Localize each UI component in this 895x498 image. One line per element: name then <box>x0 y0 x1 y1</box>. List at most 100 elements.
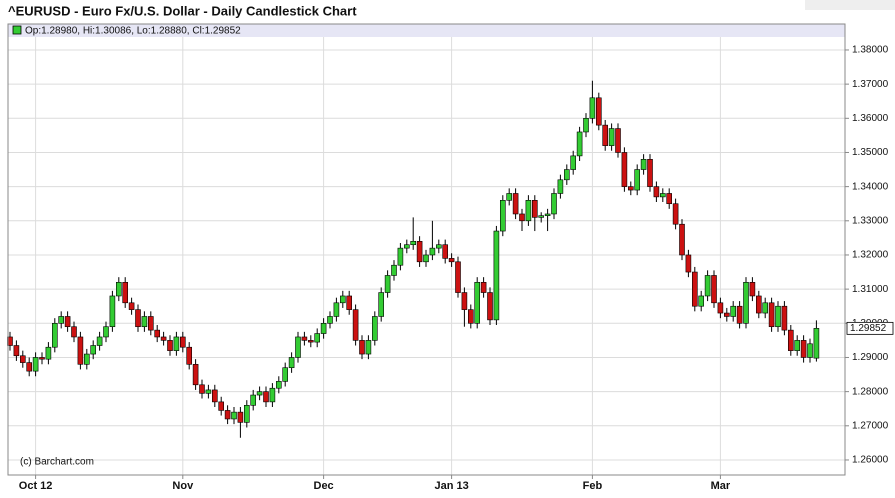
candle-body <box>787 329 794 351</box>
x-tick-label: Nov <box>172 480 194 492</box>
candle-body <box>45 346 52 360</box>
candle-body <box>557 179 564 194</box>
candle-body <box>679 223 685 256</box>
candle-body <box>263 391 269 403</box>
candle-body <box>474 281 481 324</box>
candle-body <box>647 159 653 187</box>
candle-body <box>519 213 525 222</box>
y-tick-label: 1.28000 <box>852 386 889 397</box>
candle-body <box>544 213 551 216</box>
candle-body <box>691 271 698 307</box>
x-tick-label: Dec <box>314 480 334 492</box>
candle-body <box>659 193 666 198</box>
candle-body <box>602 124 609 146</box>
candle-body <box>359 340 365 355</box>
candle-body <box>525 200 532 222</box>
candle-body <box>160 336 167 341</box>
y-tick-label: 1.31000 <box>852 284 889 295</box>
candle-body <box>768 302 775 328</box>
y-tick-label: 1.37000 <box>852 79 889 90</box>
candle-body <box>154 329 160 338</box>
y-tick-label: 1.35000 <box>852 147 889 158</box>
candle-body <box>141 316 148 328</box>
candle-body <box>51 322 58 348</box>
candle-body <box>384 275 391 293</box>
candle-body <box>615 128 621 153</box>
candle-body <box>730 305 737 317</box>
candle-body <box>282 367 289 382</box>
candle-body <box>218 401 224 411</box>
candle-body <box>84 353 90 365</box>
candle-body <box>167 340 173 351</box>
candle-body <box>538 215 545 218</box>
candle-body <box>461 292 468 310</box>
candle-body <box>173 336 180 351</box>
candle-body <box>205 389 212 394</box>
y-tick-label: 1.38000 <box>852 45 889 56</box>
legend-text: Op:1.28980, Hi:1.30086, Lo:1.28880, Cl:1… <box>25 26 241 37</box>
candle-body <box>352 309 359 341</box>
candle-body <box>800 340 807 358</box>
candle-body <box>339 295 346 304</box>
candle-body <box>250 394 256 406</box>
candle-body <box>275 381 282 389</box>
candle-body <box>13 345 20 357</box>
candle-body <box>301 336 308 341</box>
candle-body <box>103 326 109 338</box>
y-tick-label: 1.26000 <box>852 455 889 466</box>
candle-body <box>365 340 372 355</box>
candle-body <box>32 357 39 372</box>
candle-body <box>570 155 577 170</box>
candle-body <box>685 254 692 273</box>
candle-body <box>775 305 781 328</box>
candle-body <box>563 169 570 181</box>
candle-body <box>307 340 314 343</box>
candle-body <box>512 193 519 215</box>
candle-body <box>416 241 423 263</box>
credit: (c) Barchart.com <box>20 457 94 468</box>
y-tick-label: 1.32000 <box>852 250 889 261</box>
candle-body <box>314 333 321 343</box>
candle-body <box>448 258 455 263</box>
corner-box <box>805 0 895 10</box>
candle-body <box>442 244 449 259</box>
x-tick-label: Feb <box>583 480 603 492</box>
candle-body <box>391 264 397 276</box>
candle-body <box>244 404 250 423</box>
plot-area <box>7 37 845 475</box>
candle-body <box>186 346 192 365</box>
candle-body <box>39 357 45 360</box>
plot-border <box>7 23 846 476</box>
candle-body <box>794 340 801 351</box>
candle-body <box>467 309 474 324</box>
candle-body <box>807 343 813 358</box>
candle-body <box>480 281 487 293</box>
candle-body <box>77 336 84 365</box>
candle-body <box>19 355 26 363</box>
x-tick-label: Mar <box>711 480 731 492</box>
y-tick-label: 1.27000 <box>852 420 889 431</box>
candle-body <box>269 387 276 403</box>
candle-body <box>698 295 705 307</box>
candle-body <box>499 200 506 232</box>
candle-body <box>295 336 301 358</box>
candle-body <box>135 309 141 328</box>
candle-body <box>435 244 442 249</box>
candle-body <box>109 295 116 328</box>
candle-body <box>148 316 154 331</box>
legend-swatch <box>12 25 22 35</box>
candle-body <box>288 357 295 369</box>
x-tick-label: Oct 12 <box>19 480 53 492</box>
candle-body <box>781 305 788 331</box>
candle-body <box>128 302 135 310</box>
candle-body <box>116 281 122 297</box>
candle-body <box>634 169 641 191</box>
candle-body <box>608 128 615 146</box>
candle-body <box>672 203 679 225</box>
candle-body <box>736 305 743 324</box>
candle-body <box>403 244 410 249</box>
candle-body <box>551 193 557 215</box>
chart-title: ^EURUSD - Euro Fx/U.S. Dollar - Daily Ca… <box>8 3 357 18</box>
candle-body <box>640 159 647 170</box>
